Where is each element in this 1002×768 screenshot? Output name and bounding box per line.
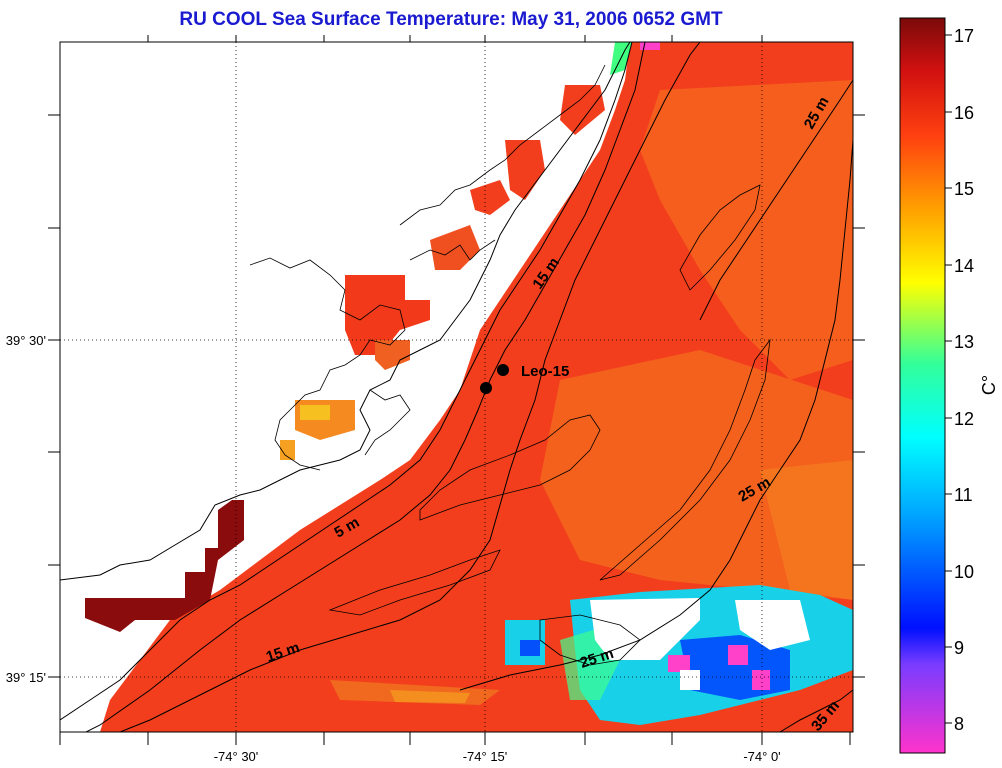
nearshore-hot-strip <box>85 500 244 632</box>
y-tick-label: 39° 15' <box>6 670 46 685</box>
bay-sst-patch <box>280 440 295 460</box>
bay-sst-patch <box>430 225 480 270</box>
coastal-cold-patch <box>640 42 660 50</box>
colorbar-tick-label: 16 <box>954 103 974 123</box>
marsh-outline <box>399 64 606 226</box>
x-tick-label: -74° 0' <box>743 749 780 764</box>
colorbar-tick-label: 11 <box>954 485 973 505</box>
frame-ticks <box>48 35 865 745</box>
colorbar-tick-label: 17 <box>954 26 974 46</box>
colorbar-tick-label: 12 <box>954 409 974 429</box>
y-tick-label: 39° 30' <box>6 333 46 348</box>
station-label-leo15: Leo-15 <box>521 363 569 380</box>
colorbar-tick-label: 14 <box>954 256 974 276</box>
map-area: 5 m 15 m 15 m 25 m 25 m 25 m 35 m Leo-15 <box>60 42 853 732</box>
bathymetry-ridge <box>599 338 771 581</box>
colorbar-unit-label: C° <box>979 375 999 395</box>
bathymetry-contour-25m <box>459 139 853 691</box>
cloud-mask <box>735 600 810 650</box>
colorbar <box>899 17 946 754</box>
bay-sst-patch <box>560 85 605 135</box>
marsh-outline <box>249 257 406 471</box>
cold-upwelling-patch <box>668 645 770 690</box>
sst-warm-patch <box>390 690 470 703</box>
colorbar-ticks <box>945 34 952 724</box>
bay-sst-patch <box>300 405 330 420</box>
barrier-island <box>60 42 633 721</box>
colorbar-tick-label: 8 <box>954 714 964 734</box>
sst-warm-patch <box>760 460 853 600</box>
bathymetry-contour-35m <box>779 689 853 732</box>
marsh-outline <box>409 239 496 261</box>
bathymetry-ridge <box>539 614 641 666</box>
cold-upwelling-patch <box>520 640 540 656</box>
map-frame <box>59 41 854 733</box>
colorbar-tick-label: 9 <box>954 638 964 658</box>
bathymetry-ridge <box>419 414 601 521</box>
cloud-mask <box>590 598 700 660</box>
colorbar-tick-label: 13 <box>954 332 974 352</box>
bay-sst-patch <box>470 180 510 215</box>
colorbar-tick-label: 10 <box>954 562 974 582</box>
bathymetry-ridge <box>679 184 761 291</box>
coastline <box>60 42 631 581</box>
station-marker <box>480 382 492 394</box>
sst-warm-patch <box>540 350 853 600</box>
bathymetry-ridge <box>328 549 501 616</box>
x-tick-label: -74° 15' <box>463 749 508 764</box>
colorbar-tick-label: 15 <box>954 179 974 199</box>
x-tick-label: -74° 30' <box>214 749 259 764</box>
marsh-outline <box>364 389 411 456</box>
bay-sst-patch <box>505 140 545 200</box>
sst-warm-patch <box>640 80 853 380</box>
figure-title: RU COOL Sea Surface Temperature: May 31,… <box>179 9 723 30</box>
bathymetry-contour-15m <box>118 42 701 732</box>
bay-sst-patch <box>345 275 430 355</box>
bathymetry-contour-25m <box>699 79 853 321</box>
bathymetry-contour-5m <box>84 42 646 732</box>
cloud-mask <box>680 670 700 690</box>
station-marker <box>497 364 509 376</box>
bay-sst-patch <box>375 340 410 370</box>
